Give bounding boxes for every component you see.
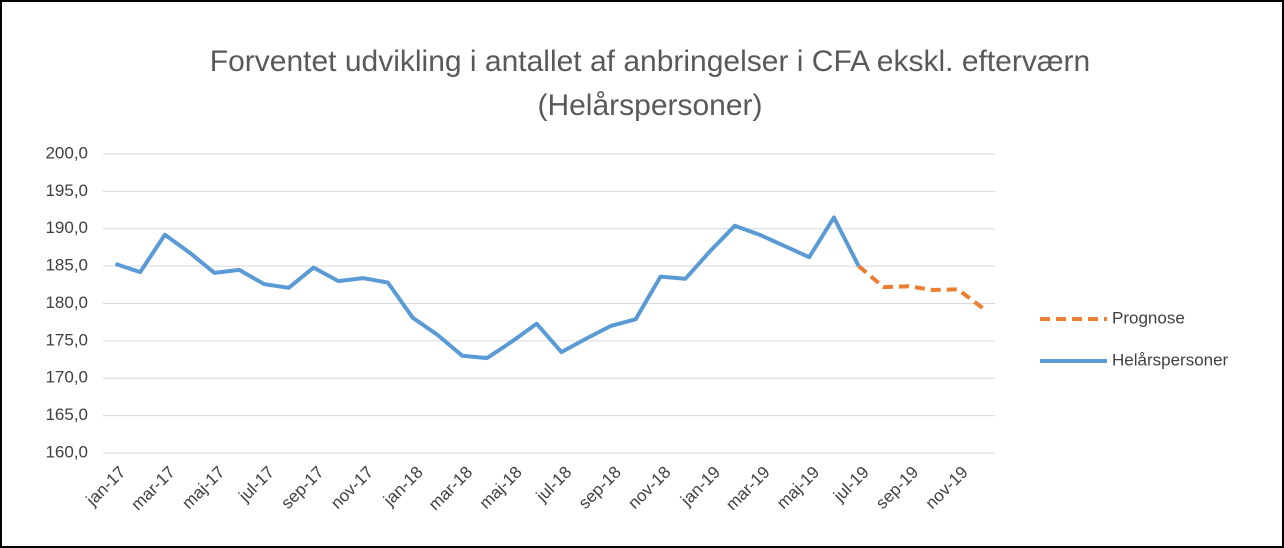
- x-tick-label: jan-18: [379, 463, 427, 511]
- x-tick-label: maj-19: [773, 463, 823, 513]
- series-line: [857, 264, 984, 310]
- y-tick-label: 165,0: [45, 405, 88, 424]
- y-tick-label: 195,0: [45, 181, 88, 200]
- y-tick-label: 200,0: [45, 143, 88, 162]
- y-tick-label: 160,0: [45, 442, 88, 461]
- x-tick-label: nov-17: [327, 463, 377, 513]
- x-tick-label: jan-19: [676, 463, 724, 511]
- x-tick-label: sep-18: [575, 463, 625, 513]
- legend-label: Prognose: [1112, 308, 1185, 327]
- x-tick-label: mar-19: [722, 463, 774, 515]
- x-tick-label: nov-18: [624, 463, 674, 513]
- x-tick-label: mar-18: [425, 463, 477, 515]
- x-tick-label: mar-17: [127, 463, 179, 515]
- x-tick-label: jul-18: [532, 463, 576, 507]
- x-tick-label: jan-17: [82, 463, 130, 511]
- x-tick-label: jul-19: [829, 463, 873, 507]
- x-tick-label: sep-19: [872, 463, 922, 513]
- x-tick-label: nov-19: [922, 463, 972, 513]
- chart-title: Forventet udvikling i antallet af anbrin…: [209, 45, 1091, 122]
- x-tick-label: maj-18: [476, 463, 526, 513]
- x-tick-label: jul-17: [235, 463, 279, 507]
- y-tick-label: 185,0: [45, 256, 88, 275]
- y-tick-label: 175,0: [45, 330, 88, 349]
- x-tick-label: maj-17: [178, 463, 228, 513]
- x-tick-label: sep-17: [277, 463, 327, 513]
- y-tick-label: 180,0: [45, 293, 88, 312]
- series-line: [114, 215, 861, 361]
- y-tick-label: 190,0: [45, 218, 88, 237]
- legend-label: Helårspersoner: [1112, 350, 1229, 369]
- y-tick-label: 170,0: [45, 368, 88, 387]
